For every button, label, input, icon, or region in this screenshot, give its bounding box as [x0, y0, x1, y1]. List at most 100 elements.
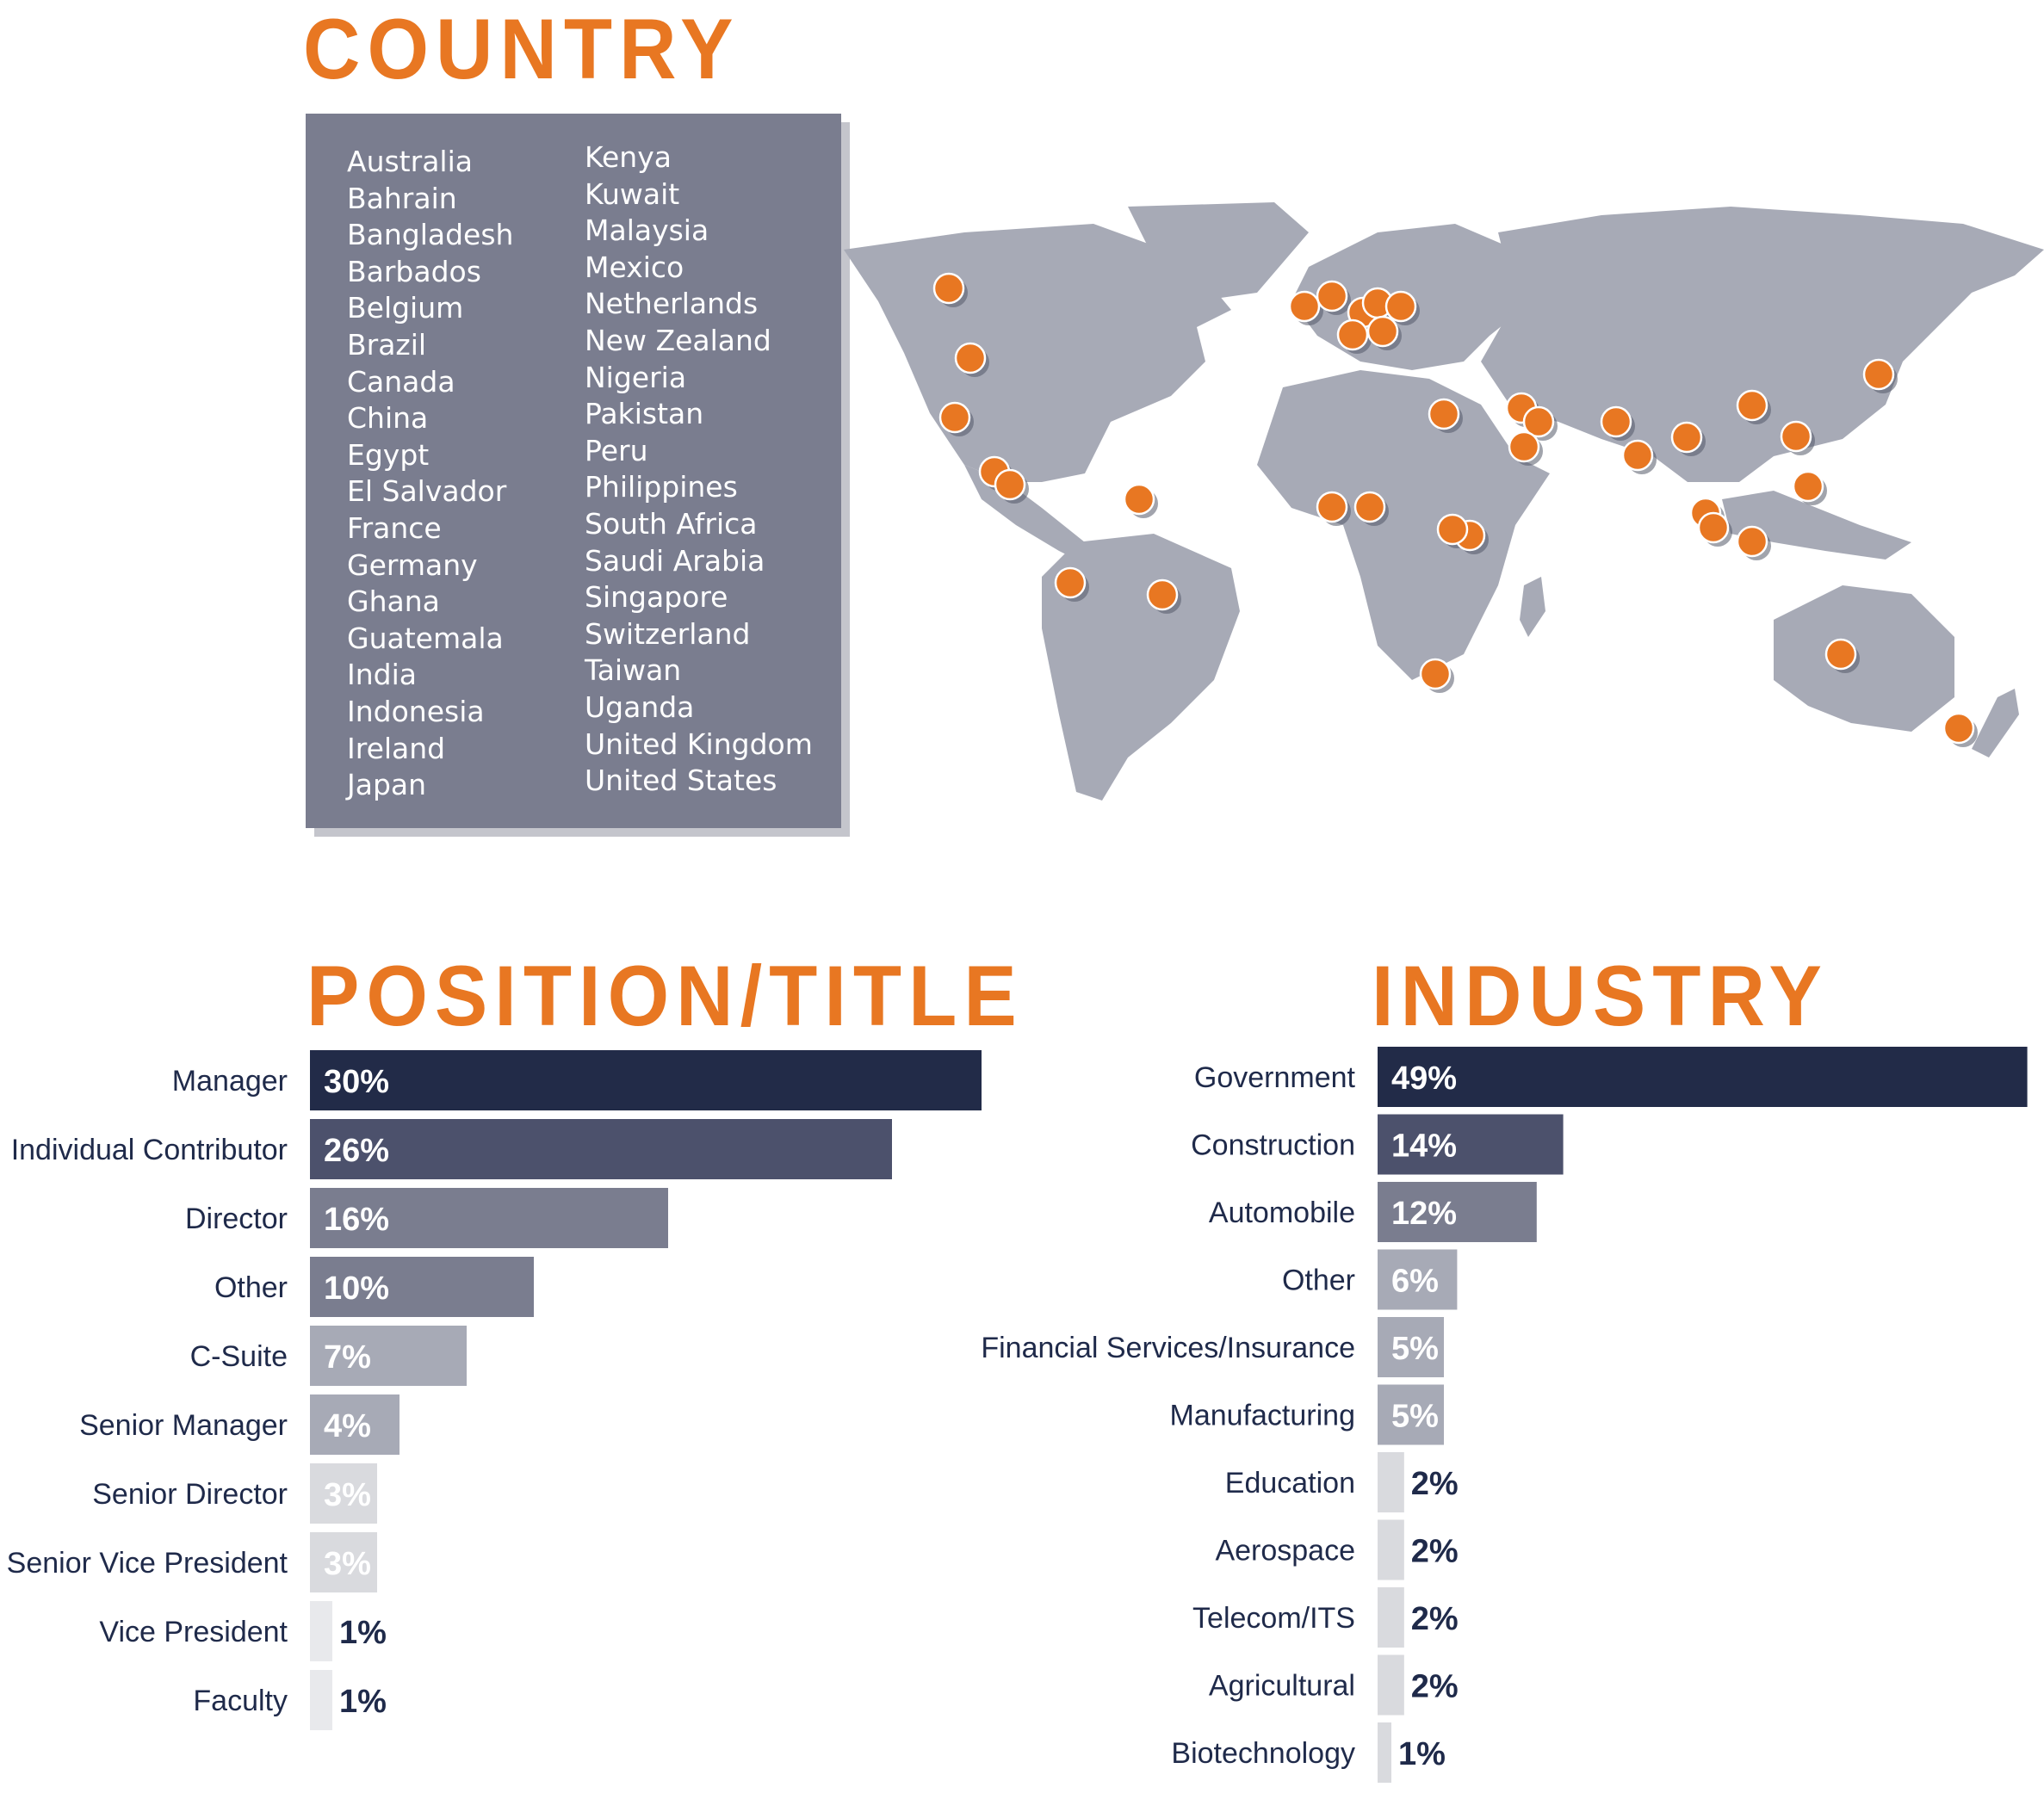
bar [310, 1119, 892, 1179]
country-item: Egypt [347, 437, 430, 472]
category-label: Aerospace [1215, 1535, 1355, 1568]
industry-heading: INDUSTRY [1372, 949, 1829, 1044]
value-label: 5% [1391, 1399, 1439, 1435]
country-item: Indonesia [347, 694, 485, 728]
country-item: Barbados [347, 254, 481, 288]
value-label: 2% [1411, 1601, 1459, 1637]
country-item: Nigeria [585, 360, 687, 394]
value-label: 14% [1391, 1129, 1457, 1165]
world-map-land [844, 202, 2044, 801]
position-title-bar-chart: Manager 30% Individual Contributor 26% Direc… [0, 1042, 1016, 1739]
marker-bangladesh [1670, 421, 1703, 454]
country-item: Germany [347, 547, 478, 582]
value-label: 16% [324, 1202, 389, 1238]
country-item: Philippines [585, 470, 738, 504]
country-item: Kenya [585, 140, 672, 174]
marker-china [1736, 389, 1768, 422]
country-list-column-2: Kenya Kuwait Malaysia Mexico Netherlands New … [585, 139, 813, 800]
bar [310, 1326, 467, 1386]
country-markers [932, 272, 1978, 747]
country-item: Bahrain [347, 181, 457, 215]
marker-singapore [1697, 511, 1730, 544]
country-item: Ireland [347, 731, 446, 765]
category-label: Senior Director [92, 1478, 288, 1511]
value-label: 2% [1411, 1534, 1459, 1570]
marker-nigeria [1353, 491, 1386, 523]
marker-india [1621, 439, 1654, 472]
country-item: Netherlands [585, 287, 759, 321]
category-label: Financial Services/Insurance [981, 1332, 1355, 1364]
category-label: Biotechnology [1171, 1737, 1355, 1770]
marker-ireland [1288, 290, 1321, 323]
madagascar-landmass [1520, 577, 1545, 637]
country-item: El Salvador [347, 474, 507, 509]
country-item: Malaysia [585, 213, 709, 248]
bar [1378, 1249, 1458, 1310]
marker-mexico [938, 401, 971, 434]
country-item: France [347, 510, 442, 545]
country-item: Singapore [585, 580, 728, 615]
country-item: India [347, 658, 417, 692]
bar [1378, 1384, 1444, 1445]
bar [1378, 1587, 1404, 1648]
category-label: Senior Manager [79, 1409, 288, 1442]
country-heading: COUNTRY [303, 2, 740, 97]
bar [310, 1670, 332, 1730]
value-label: 3% [324, 1546, 371, 1582]
country-item: Canada [347, 364, 455, 399]
value-label: 26% [324, 1133, 389, 1169]
country-item: Japan [347, 768, 427, 802]
marker-saudi-arabia [1508, 430, 1540, 463]
country-item: Uganda [585, 689, 695, 724]
marker-france [1336, 318, 1369, 351]
category-label: Telecom/ITS [1192, 1602, 1355, 1635]
bar [1378, 1654, 1404, 1716]
new-zealand-landmass [1972, 689, 2019, 758]
marker-taiwan [1780, 420, 1812, 453]
category-label: Director [185, 1203, 288, 1235]
value-label: 4% [324, 1408, 371, 1444]
marker-pakistan [1600, 405, 1632, 438]
bar [1378, 1114, 1564, 1175]
marker-brazil [1146, 578, 1179, 611]
asia-landmass [1481, 207, 2044, 482]
africa-landmass [1257, 370, 1550, 680]
bar [1378, 1317, 1444, 1377]
marker-japan [1862, 358, 1895, 391]
bar [310, 1394, 400, 1455]
value-label: 6% [1391, 1264, 1439, 1300]
marker-bahrain [1522, 405, 1555, 438]
country-item: Mexico [585, 250, 684, 284]
country-item: Kuwait [585, 176, 680, 211]
marker-barbados [1123, 483, 1155, 516]
marker-uganda [1436, 513, 1469, 546]
marker-south-africa [1419, 658, 1452, 690]
marker-peru [1054, 566, 1087, 599]
bar [310, 1257, 534, 1317]
country-item: Switzerland [585, 616, 751, 651]
category-label: Other [214, 1271, 288, 1304]
category-label: Manager [172, 1065, 288, 1098]
country-item: Guatemala [347, 621, 504, 655]
category-label: Other [1282, 1265, 1355, 1297]
marker-el-salvador [994, 468, 1026, 501]
marker-united-kingdom [1316, 280, 1348, 312]
country-item: United Kingdom [585, 727, 813, 761]
value-label: 3% [324, 1477, 371, 1513]
bar [310, 1050, 982, 1110]
marker-australia [1824, 638, 1857, 671]
country-item: United States [585, 764, 777, 798]
category-label: Construction [1191, 1129, 1355, 1162]
greenland-landmass [1128, 202, 1309, 301]
marker-united-states [954, 342, 987, 374]
category-label: Individual Contributor [11, 1134, 288, 1166]
category-label: Automobile [1209, 1197, 1355, 1229]
country-item: Saudi Arabia [585, 543, 765, 578]
south-america-landmass [1042, 534, 1240, 801]
value-label: 1% [1398, 1736, 1446, 1772]
marker-ghana [1316, 491, 1348, 523]
industry-chart-svg: Government 49% Construction 14% Automobile 12… [981, 1047, 2028, 1783]
country-item: Bangladesh [347, 218, 514, 252]
position-title-heading: POSITION/TITLE [307, 949, 1024, 1044]
value-label: 1% [339, 1615, 387, 1651]
